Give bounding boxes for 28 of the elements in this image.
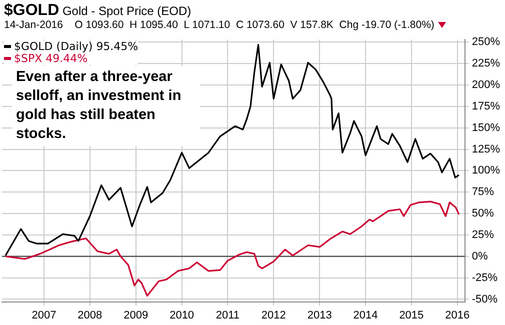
y-tick-label: 50% — [472, 208, 494, 220]
chart-subtitle: 14-Jan-2016 O 1093.60 H 1095.40 L 1071.10 C 1073.60 V 157.8K Chg -19.70 (-1.80%) — [4, 19, 436, 31]
x-tick-label: 2008 — [78, 309, 102, 322]
x-tick-label: 2013 — [307, 309, 332, 322]
x-tick-label: 2009 — [124, 309, 148, 322]
x-tick-label: 2011 — [216, 309, 240, 322]
y-tick-label: 175% — [472, 100, 500, 112]
y-tick-label: 125% — [472, 143, 500, 156]
x-tick-label: 2015 — [399, 309, 424, 322]
y-tick-label: 200% — [472, 79, 500, 92]
chart-title: $GOLD Gold - Spot Price (EOD) — [4, 2, 192, 20]
x-tick-label: 2007 — [32, 309, 56, 322]
y-tick-label: 0% — [472, 250, 488, 262]
y-tick-label: 250% — [472, 36, 500, 48]
y-tick-label: 75% — [472, 186, 494, 198]
y-tick-label: 100% — [472, 164, 500, 177]
y-tick-label: 150% — [472, 122, 500, 134]
annotation: Even after a three-year selloff, an investment in gold has still beaten stocks. — [12, 66, 200, 146]
x-tick-label: 2016 — [445, 309, 470, 322]
y-tick-label: -50% — [472, 293, 498, 306]
legend-label: $SPX 49.44% — [14, 52, 88, 65]
x-tick-label: 2014 — [353, 309, 378, 322]
y-tick-label: -25% — [472, 272, 498, 284]
y-tick-label: 25% — [472, 228, 494, 241]
x-tick-label: 2012 — [261, 309, 286, 322]
y-tick-label: 225% — [472, 58, 500, 70]
x-tick-label: 2010 — [170, 309, 194, 322]
legend-label: $GOLD (Daily) 95.45% — [14, 40, 138, 53]
